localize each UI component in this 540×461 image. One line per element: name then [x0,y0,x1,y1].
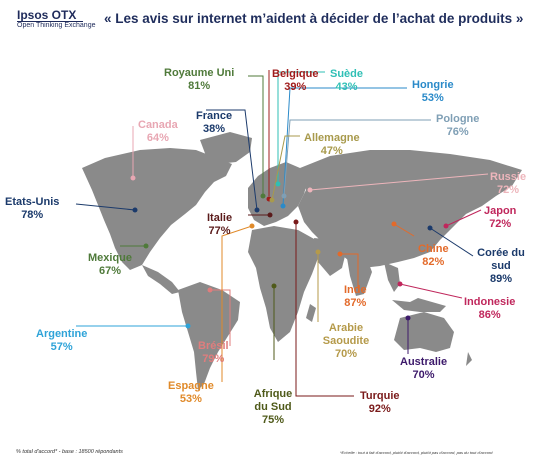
footer-scale-note: *Echelle : tout à fait d'accord, plutôt … [340,450,493,455]
north-america-shape [82,148,232,270]
leader-suede [277,71,325,186]
leader-turquie [295,222,354,397]
logo-tagline: Open Thinking Exchange [17,22,96,29]
leader-etats-unis [75,203,136,211]
asia-shape [298,150,522,268]
label-mexique: Mexique 67% [88,252,133,277]
dot-hongrie [280,203,286,209]
arabia-shape [314,238,346,276]
south-america-shape [178,282,240,390]
label-indonesie: Indonesie 86% [464,296,516,321]
dot-etats-unis [132,207,138,213]
label-russie: Russie 72% [490,171,527,196]
footer-base-note: % total d'accord* - base : 18500 réponda… [16,449,123,455]
leader-japon [445,209,482,227]
new-zealand-shape [466,352,472,366]
dot-japon [443,223,449,229]
label-pologne: Pologne 76% [436,113,480,138]
logo-name: Ipsos OTX [17,8,77,22]
label-argentine: Argentine 57% [36,328,88,353]
label-japon: Japon 72% [484,205,517,230]
dot-russie [307,187,313,193]
dot-mexique [143,243,149,249]
dot-suede [275,181,281,187]
dot-turquie [293,219,299,225]
label-turquie: Turquie 92% [360,390,400,415]
label-italie: Italie 77% [207,212,233,237]
label-hongrie: Hongrie 53% [412,79,454,104]
dot-indonesie [397,281,403,287]
dot-argentine [185,323,191,329]
label-etats-unis: Etats-Unis 78% [5,196,60,221]
label-belgique: Belgique 39% [272,68,319,93]
india-shape [346,252,372,296]
label-allemagne: Allemagne 47% [304,132,360,157]
dot-arabie [315,249,321,255]
indonesia-shape [392,298,446,312]
greenland-shape [200,132,252,164]
leader-hongrie [282,87,407,207]
dot-bresil [207,287,213,293]
label-france: France 38% [196,110,233,135]
leader-coree [429,227,474,257]
leader-indonesie [399,283,463,299]
leader-chine [393,223,415,237]
label-espagne: Espagne 53% [168,380,214,405]
dot-allemagne [269,197,275,203]
leader-inde [340,253,359,288]
dot-chine [391,221,397,227]
southeast-asia-shape [384,262,400,292]
continents [82,132,522,390]
central-america-shape [142,265,180,294]
leader-bresil [210,289,231,346]
dot-pologne [281,193,287,199]
dot-espagne [249,223,255,229]
label-arabie: Arabie Saoudite 70% [322,322,370,360]
africa-shape [248,226,318,342]
label-australie: Australie 70% [400,356,448,381]
logo-divider [17,21,83,22]
leader-france [206,109,258,211]
dot-canada [130,175,136,181]
dot-coree [427,225,433,231]
australia-shape [394,312,454,352]
page-title: « Les avis sur internet m’aident à décid… [104,11,524,26]
label-chine: Chine 82% [418,243,449,268]
label-bresil: Brésil 79% [198,340,229,365]
madagascar-shape [306,304,316,322]
leader-espagne [221,225,253,382]
label-royaume-uni: Royaume Uni 81% [164,67,235,92]
leader-allemagne [271,135,300,201]
label-coree: Corée du sud 89% [477,247,525,285]
label-canada: Canada 64% [138,119,178,144]
dot-inde [337,251,343,257]
dot-italie [267,212,273,218]
dot-royaume-uni [260,193,266,199]
dot-australie [405,315,411,321]
dot-afrique-du-sud [271,283,277,289]
leader-pologne [283,119,431,197]
label-suede: Suède 43% [330,68,364,93]
label-afrique-du-sud: Afrique du Sud 75% [253,388,293,426]
leader-royaume-uni [248,75,264,196]
leader-russie [309,173,489,191]
label-inde: Inde 87% [344,284,367,309]
dot-france [254,207,260,213]
